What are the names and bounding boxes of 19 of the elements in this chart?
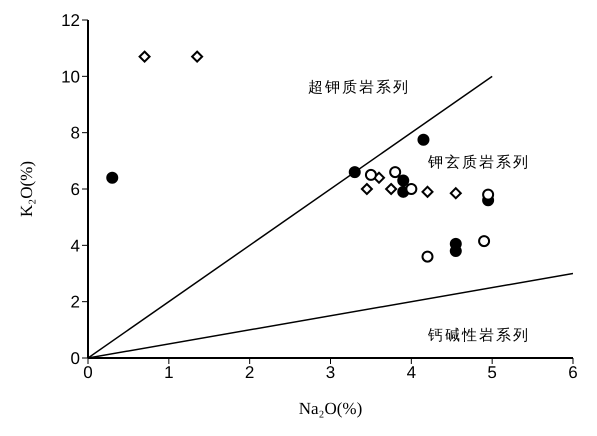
- x-tick-label: 5: [487, 363, 497, 382]
- annotation: 钾玄质岩系列: [428, 153, 530, 172]
- y-axis-title: K₂O(%): [17, 161, 36, 217]
- y-tick-label: 0: [70, 349, 80, 368]
- y-tick-label: 6: [70, 180, 80, 200]
- y-tick-label: 10: [61, 67, 80, 86]
- x-axis-title: Na₂O(%): [298, 399, 362, 418]
- y-tick-label: 8: [70, 124, 80, 143]
- x-tick-label: 3: [326, 363, 336, 382]
- annotation: 钙碱性岩系列: [428, 326, 530, 345]
- x-tick-label: 1: [164, 363, 174, 382]
- x-tick-label: 4: [406, 363, 416, 382]
- y-tick-label: 2: [70, 292, 80, 312]
- y-tick-label: 4: [70, 236, 80, 256]
- y-tick-label: 12: [61, 11, 80, 30]
- x-tick-label: 0: [83, 363, 93, 382]
- x-tick-label: 2: [244, 363, 254, 382]
- x-tick-label: 6: [568, 363, 578, 382]
- annotation: 超钾质岩系列: [308, 78, 410, 97]
